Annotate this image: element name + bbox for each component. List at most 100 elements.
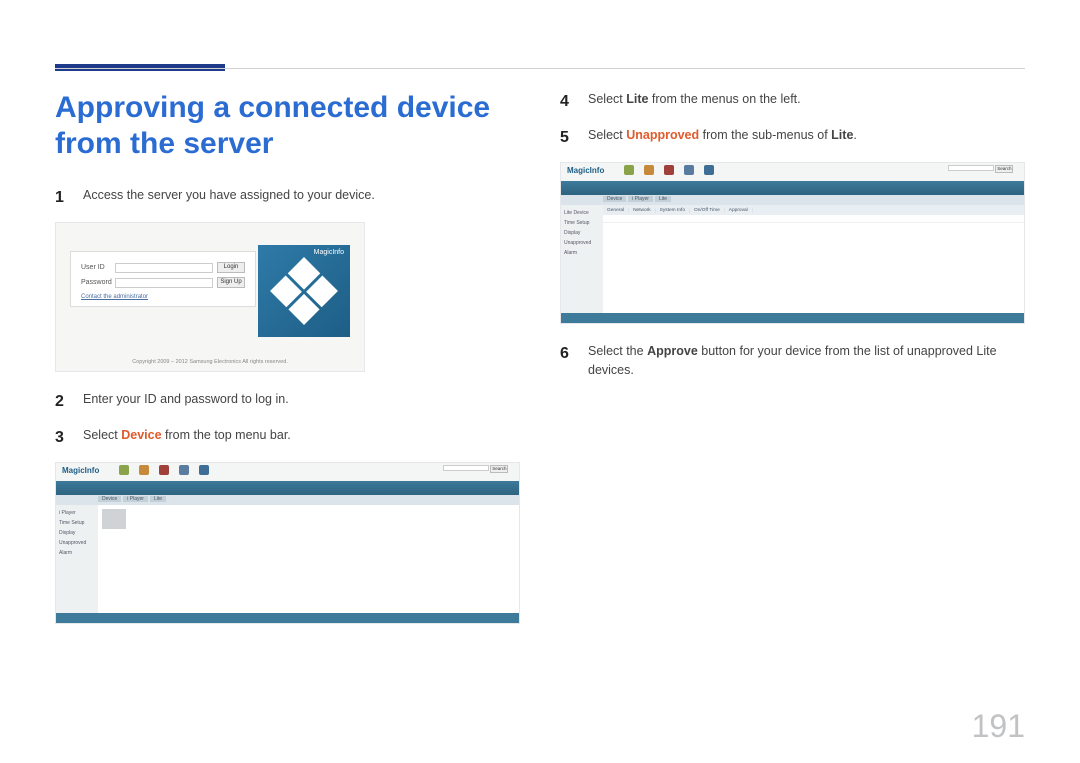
- search-button: Search: [490, 465, 508, 473]
- sidebar-item: Unapproved: [564, 238, 600, 248]
- step-4: 4 Select Lite from the menus on the left…: [560, 90, 1025, 114]
- setting-icon: [198, 465, 210, 477]
- sidebar-item: Display: [59, 528, 95, 538]
- step-number: 6: [560, 342, 574, 380]
- table-header: General Network System Info On/Off Time …: [603, 205, 1024, 215]
- toolbar-tabs: Device i Player Lite: [603, 196, 671, 202]
- text-prefix: Select: [83, 428, 121, 442]
- device-thumbnail: [102, 509, 126, 529]
- step-text: Select Unapproved from the sub-menus of …: [588, 126, 857, 150]
- step-text: Enter your ID and password to log in.: [83, 390, 289, 414]
- app-topbar: [56, 481, 519, 495]
- toolbar-tabs: Device i Player Lite: [98, 496, 166, 502]
- app-content: [98, 505, 519, 613]
- app-content: General Network System Info On/Off Time …: [603, 205, 1024, 313]
- step-text: Select the Approve button for your devic…: [588, 342, 1025, 380]
- app-sidebar: Lite Device Time Setup Display Unapprove…: [561, 205, 603, 313]
- content-icon: [623, 165, 635, 177]
- text-prefix: Select: [588, 92, 626, 106]
- step-6: 6 Select the Approve button for your dev…: [560, 342, 1025, 380]
- sidebar-item: Alarm: [59, 548, 95, 558]
- text-mid: from the sub-menus of: [699, 128, 831, 142]
- signup-button: Sign Up: [217, 277, 245, 288]
- password-label: Password: [81, 279, 111, 286]
- top-search: Search: [948, 165, 1018, 177]
- sidebar-item: Time Setup: [564, 218, 600, 228]
- text-suffix: from the top menu bar.: [162, 428, 291, 442]
- device-icon: [663, 165, 675, 177]
- sidebar-item: i Player: [59, 508, 95, 518]
- text-prefix: Select the: [588, 344, 647, 358]
- step-1: 1 Access the server you have assigned to…: [55, 186, 520, 210]
- left-column: Approving a connected device from the se…: [55, 90, 520, 642]
- sidebar-item: Lite Device: [564, 208, 600, 218]
- text-highlight: Unapproved: [626, 128, 699, 142]
- right-column: 4 Select Lite from the menus on the left…: [560, 90, 1025, 642]
- text-prefix: Select: [588, 128, 626, 142]
- step-number: 1: [55, 186, 69, 210]
- step-text: Select Device from the top menu bar.: [83, 426, 291, 450]
- sidebar-item: Unapproved: [59, 538, 95, 548]
- app-statusbar: [561, 313, 1024, 323]
- tab: Device: [603, 196, 626, 202]
- step-text: Select Lite from the menus on the left.: [588, 90, 801, 114]
- device-screenshot: MagicInfo Search Device i Player Lite i …: [55, 462, 520, 624]
- tab: i Player: [123, 496, 148, 502]
- login-screenshot: User ID Login Password Sign Up Contact t…: [55, 222, 365, 372]
- schedule-icon: [643, 165, 655, 177]
- table-row: [603, 215, 1024, 223]
- brand-text: MagicInfo: [314, 249, 344, 256]
- user-icon: [683, 165, 695, 177]
- sidebar-item: Display: [564, 228, 600, 238]
- text-highlight-2: Lite: [831, 128, 853, 142]
- user-id-field: [115, 263, 213, 273]
- app-statusbar: [56, 613, 519, 623]
- header-rule: [55, 68, 1025, 69]
- page-number: 191: [972, 708, 1025, 745]
- app-brand: MagicInfo: [62, 466, 99, 475]
- step-text: Access the server you have assigned to y…: [83, 186, 375, 210]
- content-icon: [118, 465, 130, 477]
- col-header: System Info: [656, 208, 690, 213]
- password-field: [115, 278, 213, 288]
- app-brand: MagicInfo: [567, 166, 604, 175]
- text-highlight: Approve: [647, 344, 698, 358]
- sidebar-item: Alarm: [564, 248, 600, 258]
- search-field: [948, 165, 994, 171]
- text-highlight: Device: [121, 428, 161, 442]
- col-header: General: [603, 208, 629, 213]
- search-button: Search: [995, 165, 1013, 173]
- tab: Lite: [655, 196, 671, 202]
- col-header: Network: [629, 208, 656, 213]
- col-header: On/Off Time: [690, 208, 725, 213]
- schedule-icon: [138, 465, 150, 477]
- col-header: Approval: [725, 208, 753, 213]
- step-number: 3: [55, 426, 69, 450]
- app-topbar: [561, 181, 1024, 195]
- app-sidebar: i Player Time Setup Display Unapproved A…: [56, 505, 98, 613]
- device-icon: [158, 465, 170, 477]
- sidebar-item: Time Setup: [59, 518, 95, 528]
- step-5: 5 Select Unapproved from the sub-menus o…: [560, 126, 1025, 150]
- logo-panel: MagicInfo: [258, 245, 350, 337]
- step-3: 3 Select Device from the top menu bar.: [55, 426, 520, 450]
- text-suffix: .: [853, 128, 856, 142]
- tab: i Player: [628, 196, 653, 202]
- top-search: Search: [443, 465, 513, 477]
- search-field: [443, 465, 489, 471]
- page-title: Approving a connected device from the se…: [55, 90, 520, 162]
- nav-icons: [118, 465, 210, 477]
- contact-admin-link: Contact the administrator: [81, 294, 245, 300]
- text-suffix: from the menus on the left.: [648, 92, 800, 106]
- login-footer: Copyright 2009 – 2012 Samsung Electronic…: [56, 359, 364, 365]
- step-2: 2 Enter your ID and password to log in.: [55, 390, 520, 414]
- tab: Device: [98, 496, 121, 502]
- nav-icons: [623, 165, 715, 177]
- user-id-label: User ID: [81, 264, 111, 271]
- setting-icon: [703, 165, 715, 177]
- step-number: 2: [55, 390, 69, 414]
- diamond-logo: [270, 257, 338, 325]
- step-number: 5: [560, 126, 574, 150]
- lite-screenshot: MagicInfo Search Device i Player Lite Li…: [560, 162, 1025, 324]
- user-icon: [178, 465, 190, 477]
